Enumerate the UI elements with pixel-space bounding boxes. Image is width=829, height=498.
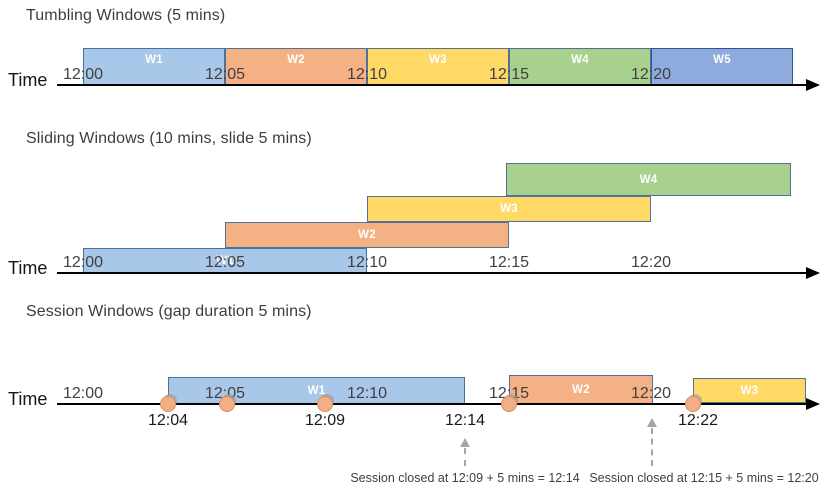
session-close-arrow-icon xyxy=(646,418,658,466)
event-time-label: 12:14 xyxy=(444,412,486,429)
window-label: W2 xyxy=(287,54,305,66)
event-marker-dot xyxy=(219,396,235,412)
window-w2: W2 xyxy=(509,375,653,404)
section-title: Tumbling Windows (5 mins) xyxy=(26,7,226,24)
axis-arrowhead-icon xyxy=(806,79,820,91)
window-label: W1 xyxy=(145,54,163,66)
axis-tick-1200: 12:00 xyxy=(62,254,104,271)
axis-tick-1220: 12:20 xyxy=(630,254,672,271)
window-w2: W2 xyxy=(225,222,509,248)
time-axis-line xyxy=(57,84,806,86)
window-w3: W3 xyxy=(693,378,806,403)
time-axis-label: Time xyxy=(8,258,48,278)
window-label: W2 xyxy=(358,229,376,241)
event-marker-dot xyxy=(685,396,701,412)
axis-tick-1205: 12:05 xyxy=(204,385,246,402)
axis-tick-1220: 12:20 xyxy=(630,385,672,402)
event-marker-dot xyxy=(160,396,176,412)
window-w2: W2 xyxy=(225,48,367,85)
window-label: W3 xyxy=(429,54,447,66)
window-w1: W1 xyxy=(168,377,465,404)
window-w1: W1 xyxy=(83,48,225,85)
window-w4: W4 xyxy=(509,48,651,85)
arrow-shaft xyxy=(464,448,466,466)
arrowhead-up-icon xyxy=(647,418,657,427)
window-w3: W3 xyxy=(367,196,651,222)
session-close-annotation: Session closed at 12:15 + 5 mins = 12:20 xyxy=(589,471,819,485)
event-time-label: 12:22 xyxy=(677,412,719,429)
window-w4: W4 xyxy=(506,163,791,196)
axis-tick-1215: 12:15 xyxy=(488,254,530,271)
window-label: W1 xyxy=(307,384,326,397)
window-label: W3 xyxy=(740,384,759,397)
axis-tick-1210: 12:10 xyxy=(346,254,388,271)
event-time-label: 12:04 xyxy=(147,412,189,429)
time-axis-label: Time xyxy=(8,70,48,90)
section-title: Session Windows (gap duration 5 mins) xyxy=(26,303,312,320)
axis-arrowhead-icon xyxy=(806,398,820,410)
axis-tick-1200: 12:00 xyxy=(62,385,104,402)
arrow-shaft xyxy=(651,428,653,466)
window-w5: W5 xyxy=(651,48,793,85)
window-label: W2 xyxy=(572,383,590,396)
time-axis-label: Time xyxy=(8,389,48,409)
axis-tick-1205: 12:05 xyxy=(204,254,246,271)
axis-tick-1210: 12:10 xyxy=(346,385,388,402)
window-label: W3 xyxy=(500,203,518,215)
event-marker-dot xyxy=(317,396,333,412)
session-close-annotation: Session closed at 12:09 + 5 mins = 12:14 xyxy=(350,471,580,485)
event-marker-dot xyxy=(501,396,517,412)
section-title: Sliding Windows (10 mins, slide 5 mins) xyxy=(26,130,312,147)
event-time-label: 12:09 xyxy=(304,412,346,429)
window-label: W1 xyxy=(216,254,234,267)
session-close-arrow-icon xyxy=(459,438,471,466)
time-axis-line xyxy=(57,403,806,405)
window-label: W4 xyxy=(639,173,658,186)
arrowhead-up-icon xyxy=(460,438,470,447)
time-axis-line xyxy=(57,272,806,274)
window-label: W5 xyxy=(713,54,731,66)
axis-tick-1220: 12:20 xyxy=(630,66,672,83)
window-w3: W3 xyxy=(367,48,509,85)
axis-arrowhead-icon xyxy=(806,267,820,279)
axis-tick-1200: 12:00 xyxy=(62,66,104,83)
window-label: W4 xyxy=(571,54,589,66)
axis-tick-1205: 12:05 xyxy=(204,66,246,83)
axis-tick-1210: 12:10 xyxy=(346,66,388,83)
axis-tick-1215: 12:15 xyxy=(488,385,530,402)
axis-tick-1215: 12:15 xyxy=(488,66,530,83)
